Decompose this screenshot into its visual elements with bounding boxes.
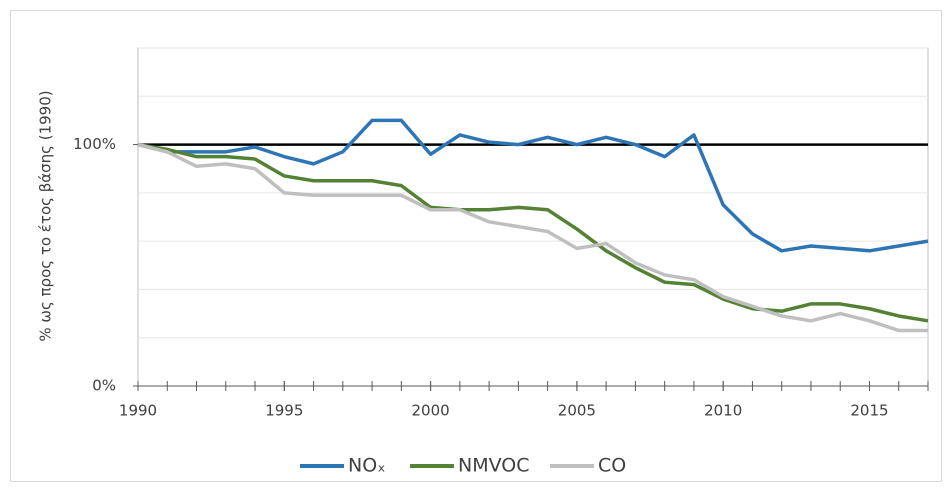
x-tick-label: 1995 <box>265 402 303 420</box>
x-tick-label: 2005 <box>558 402 596 420</box>
legend-label: CO <box>598 455 626 477</box>
x-tick-label: 2000 <box>411 402 449 420</box>
y-tick-label: 0% <box>92 377 116 395</box>
x-tick-label: 2010 <box>704 402 742 420</box>
series-line <box>137 142 929 323</box>
x-tick-label: 2015 <box>850 402 888 420</box>
chart-border <box>10 10 942 482</box>
y-tick-label: 100% <box>73 135 116 153</box>
series-line <box>137 118 929 253</box>
legend-label: NMVOC <box>458 455 530 477</box>
legend-label: NOₓ <box>348 455 386 477</box>
y-axis-label: % ως προς το έτος βάσης (1990) <box>37 90 55 341</box>
series-line <box>137 142 928 333</box>
x-tick-label: 1990 <box>119 402 157 420</box>
